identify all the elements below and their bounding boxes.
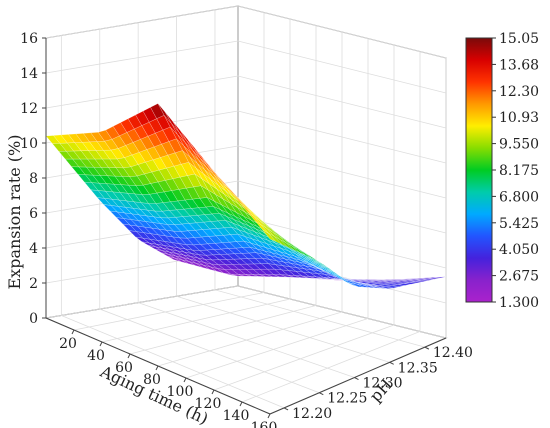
y-tick (283, 407, 289, 411)
y-tick (354, 377, 359, 380)
surface-cell (262, 229, 277, 242)
colorbar-gradient (465, 37, 493, 303)
x-tick (211, 389, 215, 395)
y-axis-line (269, 337, 447, 415)
x-tick-label: 100 (167, 384, 194, 400)
x-tick (127, 353, 131, 359)
y-tick-label: 12.20 (292, 406, 332, 422)
x-gridline (157, 32, 343, 367)
y-gridline (99, 29, 320, 394)
x-tick-label: 20 (59, 336, 77, 352)
x-gridline (241, 51, 421, 403)
colorbar-tick-label: 15.05 (499, 31, 539, 47)
x-gridline (129, 25, 317, 355)
surface-mesh (45, 103, 447, 289)
x-gridline (185, 38, 369, 379)
x-gridline (213, 45, 395, 391)
x-tick-label: 60 (115, 360, 133, 376)
y-tick (389, 361, 394, 365)
x-tick (183, 377, 187, 383)
chart-axes: 02468101214162040608010012014016012.2012… (20, 31, 473, 428)
x-gridline (73, 12, 265, 331)
y-tick (319, 392, 324, 396)
z-tick-label: 4 (29, 241, 38, 257)
colorbar-tick-label: 9.550 (499, 137, 539, 153)
colorbar-tick-label: 1.300 (499, 295, 539, 311)
x-tick-label: 120 (195, 396, 222, 412)
colorbar-tick-label: 5.425 (499, 216, 539, 232)
y-tick-label: 12.30 (362, 376, 402, 392)
x-tick-label: 160 (251, 420, 278, 428)
z-gridline (45, 40, 447, 94)
z-gridline (45, 75, 447, 129)
colorbar-tick-label: 13.68 (499, 57, 539, 73)
colorbar-tick-label: 6.800 (499, 189, 539, 205)
x-tick-label: 40 (87, 348, 105, 364)
x-tick (155, 365, 159, 371)
z-tick-label: 10 (20, 136, 38, 152)
x-tick (99, 341, 103, 347)
colorbar-tick-label: 4.050 (499, 242, 539, 258)
z-tick-label: 16 (20, 31, 38, 47)
x-tick (71, 329, 75, 335)
x-tick-label: 80 (143, 372, 161, 388)
z-gridline (45, 285, 447, 339)
x-tick (267, 413, 271, 419)
z-tick-label: 0 (29, 311, 38, 327)
z-tick-label: 8 (29, 171, 38, 187)
y-tick-label: 12.25 (327, 391, 367, 407)
y-tick-label: 12.35 (398, 360, 438, 376)
z-tick-label: 2 (29, 276, 38, 292)
x-gridline (101, 19, 291, 343)
z-tick-label: 6 (29, 206, 38, 222)
x-tick (239, 401, 243, 407)
y-tick-label: 12.40 (433, 345, 473, 361)
colorbar: 15.05 13.68 12.30 10.93 9.550 8.175 6.800 5.425… (465, 31, 539, 311)
colorbar-tick-label: 8.175 (499, 163, 539, 179)
colorbar-tick-label: 2.675 (499, 269, 539, 285)
colorbar-tick-label: 12.30 (499, 84, 539, 100)
colorbar-tick-label: 10.93 (499, 110, 539, 126)
z-tick-label: 14 (20, 66, 38, 82)
y-gridline (60, 35, 285, 409)
y-tick (424, 346, 430, 350)
y-gridline (176, 16, 390, 363)
z-gridline (45, 5, 447, 59)
x-tick-label: 140 (223, 408, 250, 424)
z-tick-label: 12 (20, 101, 38, 117)
y-gridline (214, 9, 425, 348)
z-axis-title: Expansion rate (%) (5, 135, 24, 290)
